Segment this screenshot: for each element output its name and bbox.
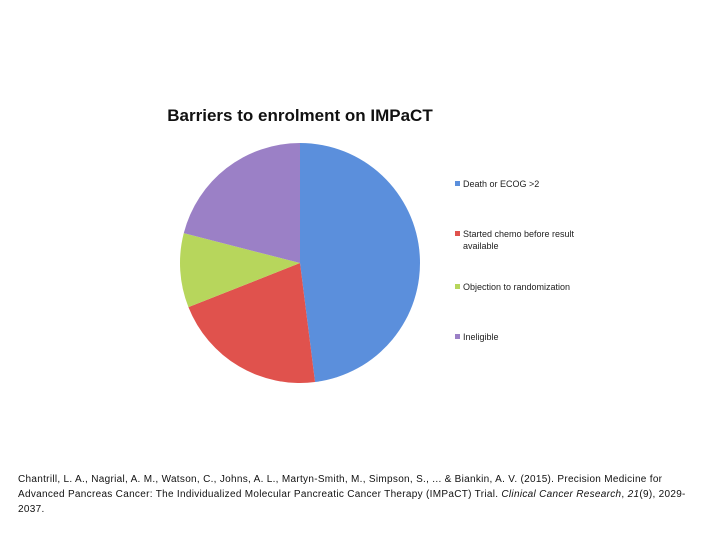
citation-journal: Clinical Cancer Research	[501, 489, 622, 500]
legend-item: Death or ECOG >2	[455, 178, 593, 190]
pie-slice	[188, 263, 316, 384]
citation-separator: ,	[621, 489, 628, 500]
chart-title: Barriers to enrolment on IMPaCT	[167, 106, 433, 125]
pie-slice	[300, 143, 421, 383]
legend-swatch	[455, 334, 460, 339]
legend-swatch	[455, 231, 460, 236]
legend-label: Objection to randomization	[463, 282, 571, 292]
legend-label: Started chemo before result available	[463, 229, 575, 251]
pie-slice	[183, 143, 300, 263]
legend-label: Death or ECOG >2	[463, 179, 540, 189]
legend-item: Objection to randomization	[455, 281, 593, 293]
legend-swatch	[455, 181, 460, 186]
citation: Chantrill, L. A., Nagrial, A. M., Watson…	[18, 472, 708, 517]
citation-volume: 21	[627, 489, 640, 500]
pie-slice	[180, 233, 300, 308]
legend-swatch	[455, 284, 460, 289]
pie	[180, 143, 421, 384]
legend-item: Started chemo before result available	[455, 228, 593, 252]
citation-pages: (9), 2029-2037.	[18, 489, 686, 515]
legend-label: Ineligible	[463, 332, 499, 342]
legend-item: Ineligible	[455, 331, 593, 343]
citation-text: Chantrill, L. A., Nagrial, A. M., Watson…	[18, 474, 663, 500]
